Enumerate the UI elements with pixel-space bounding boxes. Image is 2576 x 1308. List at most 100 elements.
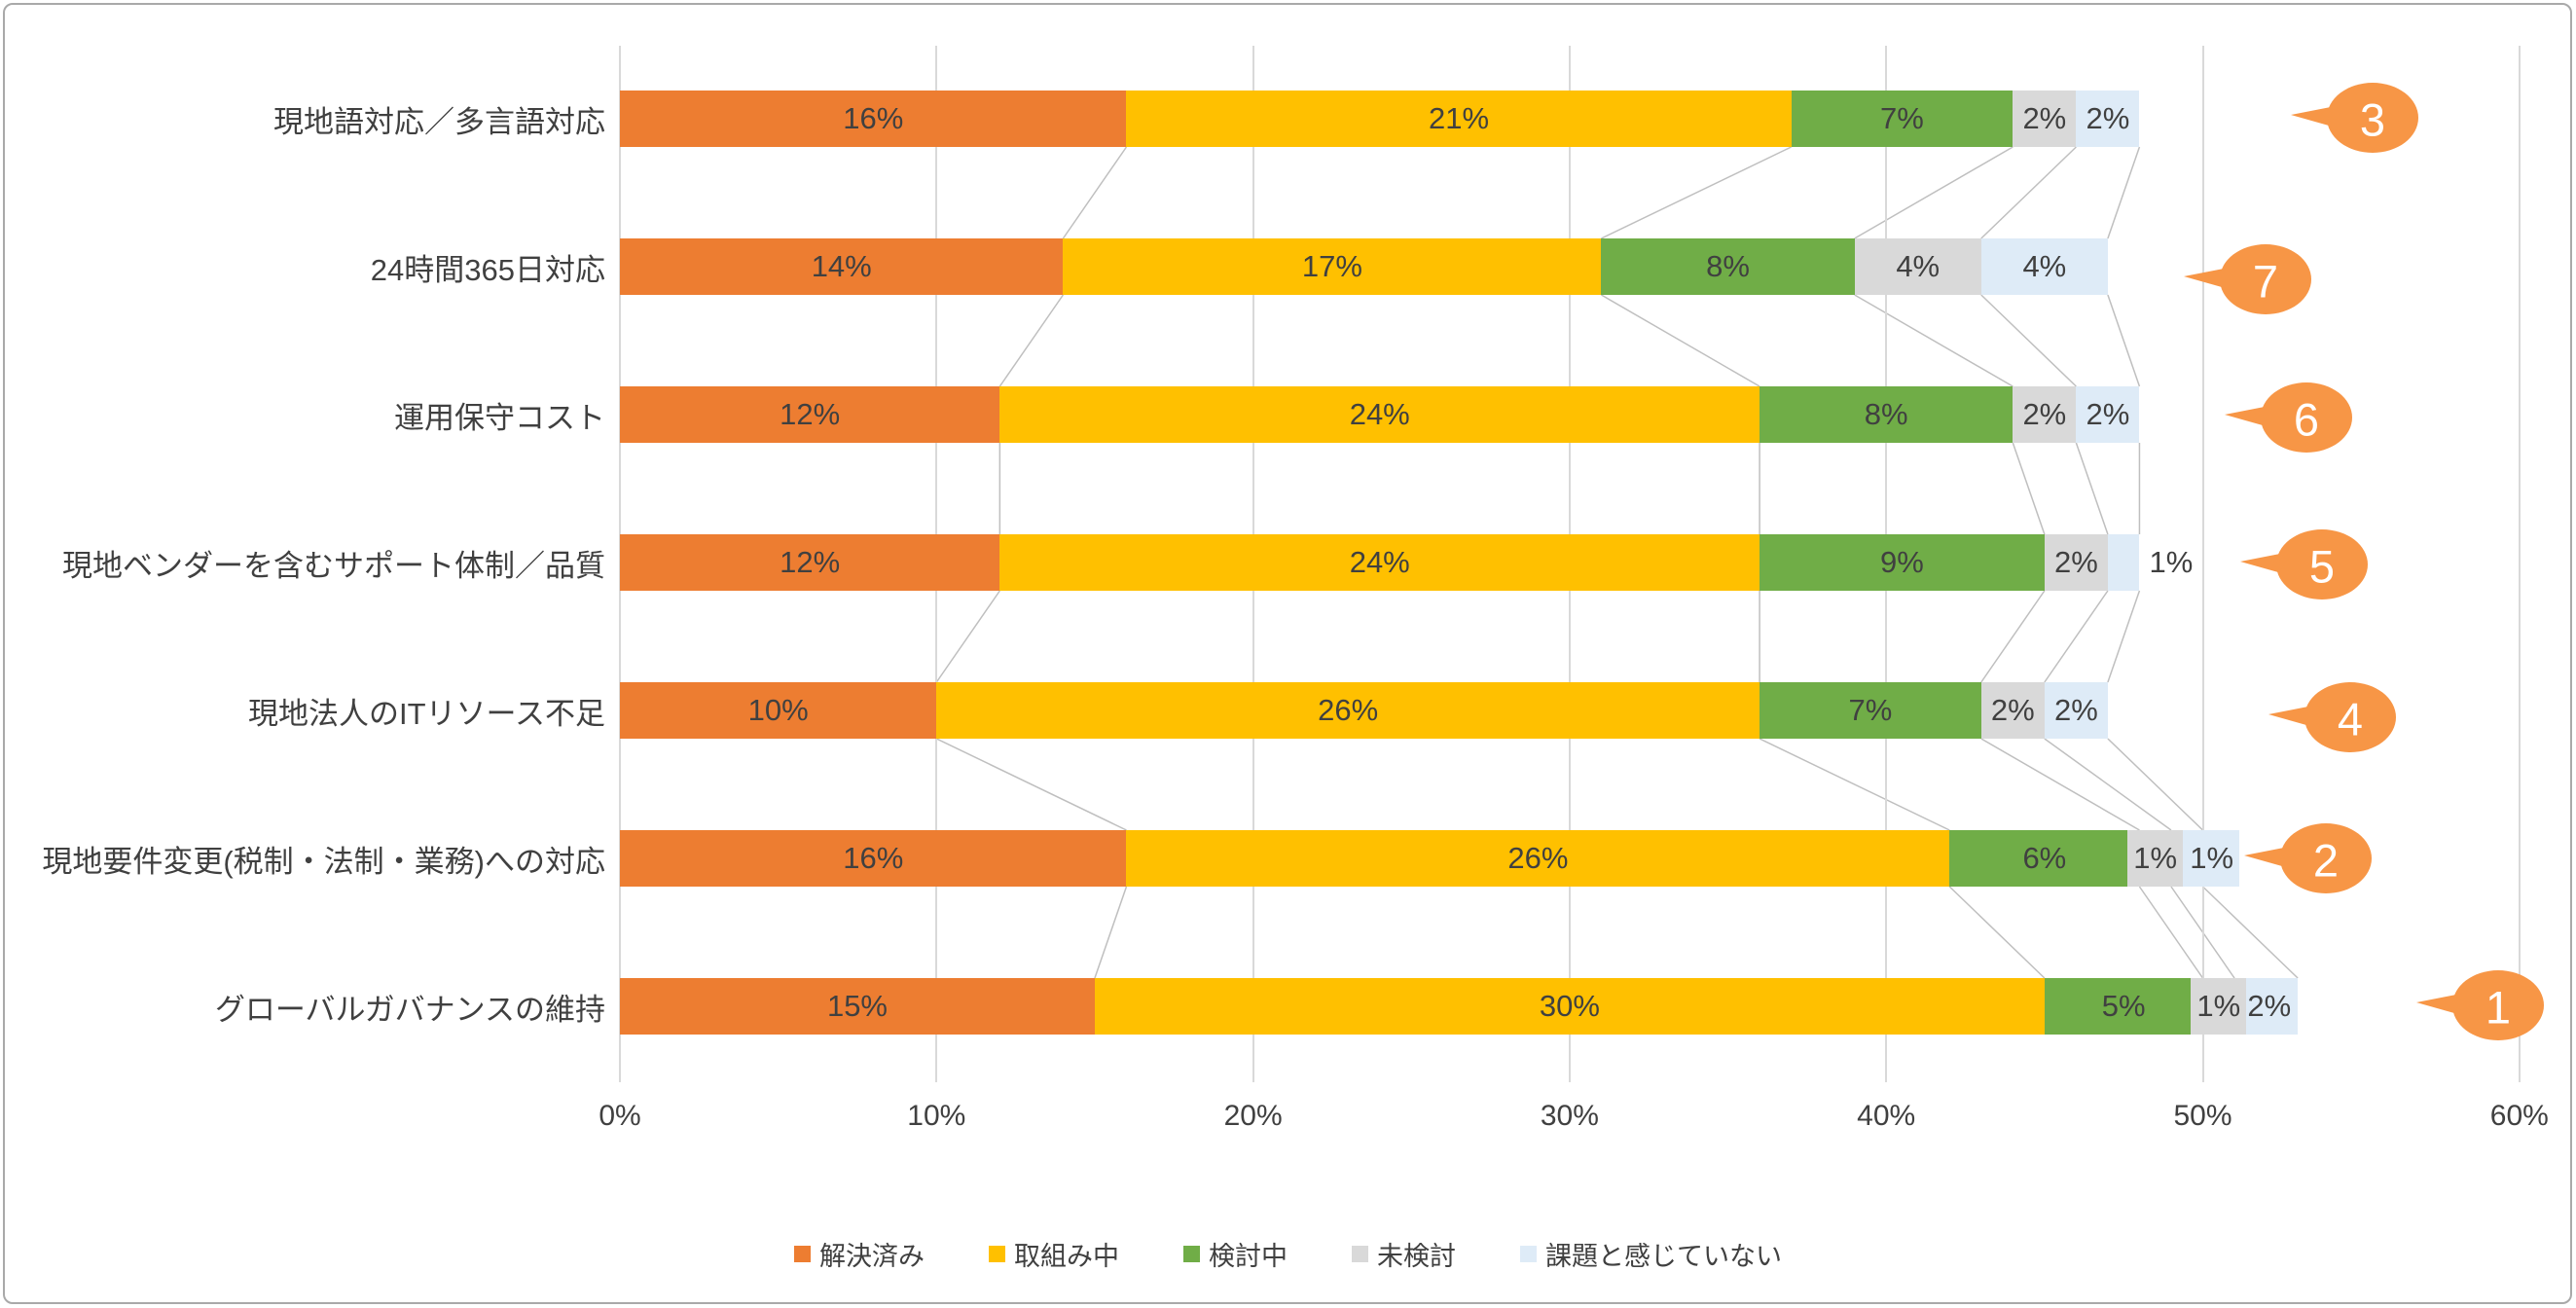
svg-text:5: 5 bbox=[2309, 541, 2335, 593]
bar-segment-解決済み bbox=[620, 978, 1095, 1035]
data-label: 26% bbox=[1507, 841, 1569, 875]
legend: 解決済み 取組み中 検討中 未検討 課題と感じていない bbox=[0, 1228, 2576, 1279]
data-label: 21% bbox=[1429, 101, 1490, 135]
bar-segment-未検討 bbox=[2013, 91, 2077, 147]
bar-segment-課題と感じていない bbox=[2076, 91, 2140, 147]
data-label: 26% bbox=[1318, 693, 1379, 727]
data-label: 12% bbox=[780, 545, 841, 579]
rank-badge: 3 bbox=[2279, 79, 2431, 162]
rank-badge-bubble-icon: 4 bbox=[2268, 682, 2396, 752]
bar-segment-検討中 bbox=[2044, 978, 2203, 1035]
bar-segment-検討中 bbox=[1791, 91, 2014, 147]
x-axis-tick: 60% bbox=[2489, 1100, 2549, 1132]
x-axis-tick: 0% bbox=[599, 1100, 641, 1132]
bar-segment-未検討 bbox=[2044, 534, 2108, 591]
legend-swatch bbox=[1352, 1245, 1368, 1262]
series-connector bbox=[2107, 146, 2141, 239]
rank-badge: 6 bbox=[2213, 379, 2365, 461]
legend-item-検討中: 検討中 bbox=[1183, 1235, 1288, 1273]
data-label: 10% bbox=[747, 693, 809, 727]
bar-segment-未検討 bbox=[1980, 682, 2045, 739]
series-connector bbox=[2107, 294, 2141, 387]
data-label: 2% bbox=[2022, 101, 2067, 135]
series-connector bbox=[1854, 294, 2014, 387]
series-connector bbox=[2075, 442, 2109, 535]
bar-segment-取組み中 bbox=[999, 534, 1760, 591]
rank-badge: 1 bbox=[2405, 966, 2557, 1049]
legend-label: 検討中 bbox=[1209, 1241, 1288, 1271]
legend-swatch bbox=[989, 1245, 1005, 1262]
bar-segment-解決済み bbox=[620, 830, 1127, 887]
legend-label: 取組み中 bbox=[1014, 1241, 1119, 1271]
series-connector bbox=[1601, 294, 1760, 387]
legend-label: 課題と感じていない bbox=[1545, 1241, 1782, 1271]
x-axis-tick: 30% bbox=[1540, 1100, 1599, 1132]
rank-badge-bubble-icon: 2 bbox=[2244, 823, 2372, 893]
data-label: 2% bbox=[2022, 397, 2067, 431]
bar-segment-検討中 bbox=[1760, 386, 2014, 443]
rank-badge-bubble-icon: 5 bbox=[2240, 529, 2368, 600]
bar-segment-課題と感じていない bbox=[2076, 386, 2140, 443]
rank-badge: 7 bbox=[2172, 240, 2324, 323]
x-axis-tick: 40% bbox=[1857, 1100, 1916, 1132]
category-label: 運用保守コスト bbox=[394, 400, 605, 435]
legend-item-課題と感じていない: 課題と感じていない bbox=[1520, 1235, 1782, 1273]
data-label: 9% bbox=[1880, 545, 1924, 579]
rank-badge-bubble-icon: 1 bbox=[2416, 970, 2544, 1040]
category-label: 現地語対応／多言語対応 bbox=[273, 104, 605, 139]
bar-segment-取組み中 bbox=[1094, 978, 2045, 1035]
series-connector bbox=[1759, 738, 1950, 831]
legend-item-取組み中: 取組み中 bbox=[989, 1235, 1119, 1273]
bar-segment-解決済み bbox=[620, 238, 1064, 295]
bar-segment-解決済み bbox=[620, 534, 1000, 591]
bar-segment-解決済み bbox=[620, 91, 1127, 147]
gridline bbox=[2201, 46, 2204, 1082]
x-axis-tick: 10% bbox=[907, 1100, 966, 1132]
series-connector bbox=[2044, 590, 2109, 683]
legend-label: 解決済み bbox=[819, 1241, 925, 1271]
data-label: 7% bbox=[1848, 693, 1893, 727]
data-label: 1% bbox=[2127, 830, 2184, 887]
data-label: 4% bbox=[2022, 249, 2067, 283]
data-label: 30% bbox=[1539, 989, 1600, 1023]
data-label: 4% bbox=[1896, 249, 1941, 283]
rank-badge: 4 bbox=[2257, 678, 2409, 761]
category-label: グローバルガバナンスの維持 bbox=[214, 992, 605, 1027]
bar-segment-取組み中 bbox=[936, 682, 1760, 739]
data-label: 1% bbox=[2184, 830, 2240, 887]
bar-segment-取組み中 bbox=[999, 386, 1760, 443]
gridline bbox=[2518, 46, 2521, 1082]
category-label: 現地要件変更(税制・法制・業務)への対応 bbox=[42, 844, 605, 879]
series-connector bbox=[2138, 886, 2204, 979]
data-label: 2% bbox=[2053, 693, 2098, 727]
legend-swatch bbox=[1183, 1245, 1200, 1262]
category-label: 現地法人のITリソース不足 bbox=[248, 696, 605, 731]
series-connector bbox=[935, 590, 1000, 683]
data-label: 24% bbox=[1349, 545, 1410, 579]
category-label: 24時間365日対応 bbox=[370, 252, 605, 287]
legend-swatch bbox=[1520, 1245, 1537, 1262]
data-label: 6% bbox=[2022, 841, 2067, 875]
rank-badge-bubble-icon: 3 bbox=[2291, 83, 2418, 153]
data-label: 17% bbox=[1301, 249, 1362, 283]
legend-item-解決済み: 解決済み bbox=[794, 1235, 925, 1273]
category-label: 現地ベンダーを含むサポート体制／品質 bbox=[62, 548, 605, 583]
bar-segment-課題と感じていない bbox=[2044, 682, 2108, 739]
series-connector bbox=[2107, 590, 2141, 683]
data-label: 2% bbox=[2086, 101, 2130, 135]
bar-segment-取組み中 bbox=[1063, 238, 1602, 295]
data-label: 16% bbox=[843, 101, 904, 135]
rank-badge-bubble-icon: 7 bbox=[2184, 244, 2311, 314]
data-label: 2% bbox=[2053, 545, 2098, 579]
bar-segment-検討中 bbox=[1601, 238, 1855, 295]
series-connector bbox=[2012, 442, 2046, 535]
legend-label: 未検討 bbox=[1377, 1241, 1456, 1271]
bar-segment-検討中 bbox=[1949, 830, 2140, 887]
series-connector bbox=[1980, 590, 2046, 683]
data-label: 12% bbox=[780, 397, 841, 431]
x-axis-tick: 50% bbox=[2173, 1100, 2232, 1132]
rank-badge: 2 bbox=[2232, 819, 2384, 902]
svg-text:4: 4 bbox=[2338, 694, 2363, 745]
data-label: 1% bbox=[2191, 978, 2247, 1035]
